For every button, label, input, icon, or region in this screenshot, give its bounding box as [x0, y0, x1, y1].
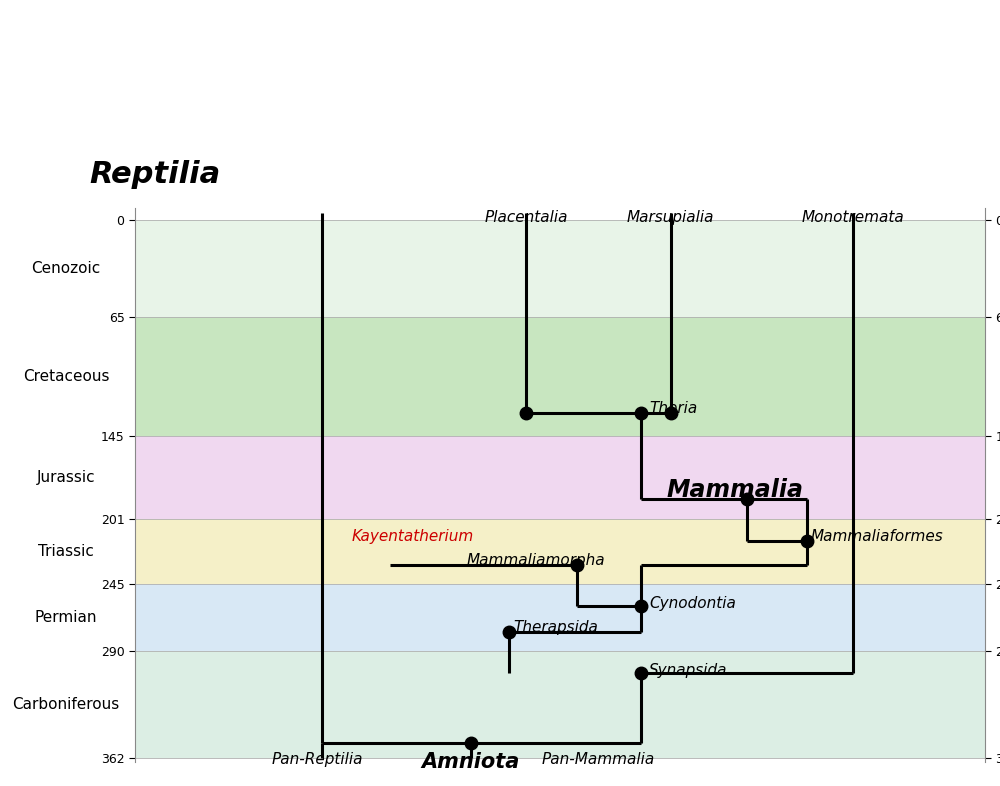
Text: Reptilia: Reptilia [89, 160, 221, 189]
Text: Monotremata: Monotremata [802, 210, 905, 225]
Text: Permian: Permian [35, 610, 97, 625]
Text: Therapsida: Therapsida [513, 619, 598, 634]
Text: Cynodontia: Cynodontia [649, 596, 736, 611]
Bar [135, 584, 985, 651]
Text: Kayentatherium: Kayentatherium [352, 529, 474, 544]
Text: Jurassic: Jurassic [37, 470, 95, 485]
Bar [135, 519, 985, 584]
Text: Pan-Reptilia: Pan-Reptilia [272, 752, 364, 767]
Bar [135, 317, 985, 435]
Text: Placentalia: Placentalia [484, 210, 568, 225]
Text: Amniota: Amniota [422, 752, 520, 772]
Bar [135, 435, 985, 519]
Text: Mammaliamorpha: Mammaliamorpha [466, 553, 605, 567]
Text: Cretaceous: Cretaceous [23, 369, 109, 384]
Bar [135, 651, 985, 758]
Text: Pan-Mammalia: Pan-Mammalia [542, 752, 655, 767]
Text: Mammaliaformes: Mammaliaformes [811, 529, 944, 544]
Text: Theria: Theria [649, 402, 698, 417]
Text: Cenozoic: Cenozoic [31, 261, 101, 276]
Text: Triassic: Triassic [38, 544, 94, 559]
Text: Marsupialia: Marsupialia [627, 210, 714, 225]
Text: Mammalia: Mammalia [666, 479, 803, 502]
Bar [135, 220, 985, 317]
Text: Carboniferous: Carboniferous [12, 697, 120, 712]
Text: Synapsida: Synapsida [649, 663, 728, 678]
